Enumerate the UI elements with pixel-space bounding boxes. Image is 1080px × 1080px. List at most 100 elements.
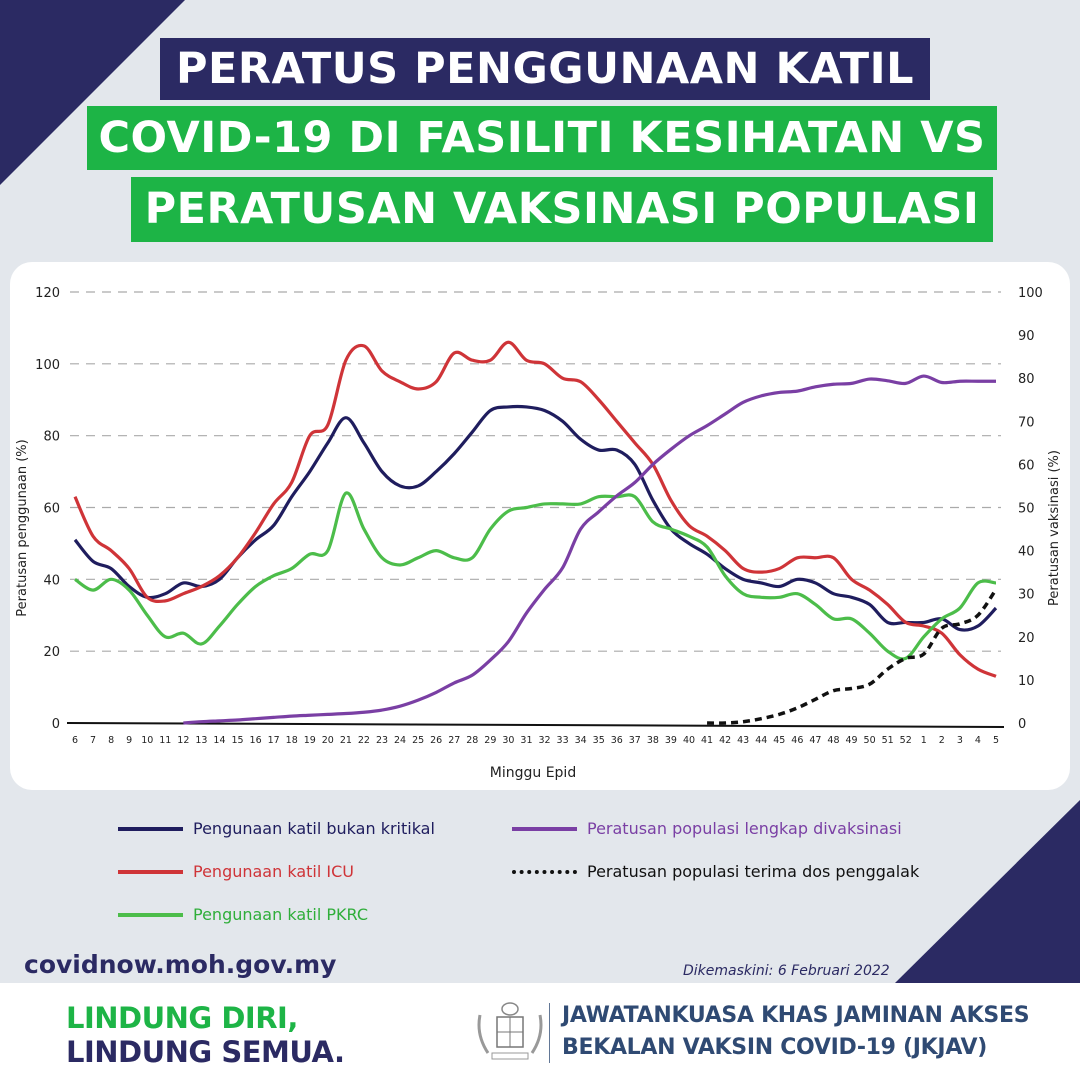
x-tick-label: 33 [557, 735, 569, 746]
updated-date: Dikemaskini: 6 Februari 2022 [683, 963, 890, 979]
x-tick-label: 47 [809, 735, 821, 746]
x-tick-label: 24 [394, 735, 406, 746]
y-left-tick-label: 80 [43, 430, 60, 445]
x-tick-label: 20 [322, 735, 334, 746]
x-tick-label: 32 [538, 735, 550, 746]
legend-swatch [512, 869, 577, 874]
x-axis-line [66, 722, 1005, 728]
x-tick-label: 45 [773, 735, 785, 746]
legend-label: Pengunaan katil ICU [193, 862, 354, 881]
x-tick-label: 35 [593, 735, 605, 746]
x-tick-label: 15 [231, 735, 243, 746]
y-right-tick-label: 20 [1018, 631, 1035, 646]
y-right-tick-label: 30 [1018, 588, 1035, 603]
x-tick-label: 7 [90, 735, 96, 746]
x-tick-label: 48 [827, 735, 839, 746]
y-right-tick-label: 0 [1018, 717, 1026, 732]
x-tick-label: 26 [430, 735, 442, 746]
x-tick-label: 43 [737, 735, 749, 746]
chart-panel: 0 20 40 60 80 100 120 0 10 20 30 40 50 60 70 80 90 100 6 7 8… [10, 262, 1070, 790]
x-tick-label: 9 [126, 735, 132, 746]
legend-label: Peratusan populasi lengkap divaksinasi [587, 819, 902, 838]
x-tick-label: 27 [448, 735, 460, 746]
x-tick-label: 21 [340, 735, 352, 746]
y-left-tick-label: 20 [43, 645, 60, 660]
series-line-pkrc [74, 491, 997, 661]
series-line-icu [73, 340, 997, 678]
x-tick-label: 13 [195, 735, 207, 746]
y-left-tick-label: 100 [35, 358, 60, 373]
x-tick-label: 52 [900, 735, 912, 746]
x-axis-title: Minggu Epid [490, 765, 576, 781]
y-right-tick-label: 50 [1018, 502, 1035, 517]
y-right-tick-label: 70 [1018, 415, 1035, 430]
y-left-tick-label: 0 [52, 717, 60, 732]
x-tick-label: 19 [304, 735, 316, 746]
x-tick-label: 28 [466, 735, 478, 746]
legend-item-pkrc: Pengunaan katil PKRC [118, 905, 368, 924]
x-tick-label: 12 [177, 735, 189, 746]
x-tick-label: 49 [845, 735, 857, 746]
legend-swatch [512, 826, 577, 831]
x-tick-label: 30 [502, 735, 514, 746]
org-name-line-1: JAWATANKUASA KHAS JAMINAN AKSES [562, 1003, 1030, 1028]
x-tick-label: 29 [484, 735, 496, 746]
x-tick-label: 22 [358, 735, 370, 746]
legend-swatch [118, 826, 183, 831]
x-tick-label: 50 [864, 735, 876, 746]
y-left-axis-title: Peratusan penggunaan (%) [15, 439, 30, 616]
x-tick-label: 17 [268, 735, 280, 746]
x-tick-label: 51 [882, 735, 894, 746]
title-line-1: PERATUS PENGGUNAAN KATIL [160, 38, 930, 100]
x-tick-label: 3 [957, 735, 963, 746]
x-tick-label: 6 [72, 735, 78, 746]
x-tick-label: 39 [665, 735, 677, 746]
x-tick-label: 14 [213, 735, 225, 746]
slogan-line-2: LINDUNG SEMUA. [66, 1035, 345, 1069]
x-tick-label: 18 [286, 735, 298, 746]
x-tick-label: 31 [520, 735, 532, 746]
x-tick-label: 34 [575, 735, 587, 746]
series-line-penggalak [707, 588, 998, 725]
title-line-2: COVID-19 DI FASILITI KESIHATAN VS [87, 106, 997, 170]
y-left-tick-label: 120 [35, 286, 60, 301]
source-link[interactable]: covidnow.moh.gov.my [24, 950, 337, 979]
legend-item-bukan-kritikal: Pengunaan katil bukan kritikal [118, 819, 435, 838]
corner-decoration-top-left [0, 0, 185, 185]
x-tick-label: 42 [719, 735, 731, 746]
slogan-line-1: LINDUNG DIRI, [66, 1001, 298, 1035]
x-tick-label: 37 [629, 735, 641, 746]
y-left-tick-label: 60 [43, 502, 60, 517]
x-tick-label: 10 [141, 735, 153, 746]
legend-label: Peratusan populasi terima dos penggalak [587, 862, 920, 881]
y-right-tick-label: 80 [1018, 372, 1035, 387]
x-tick-label: 36 [611, 735, 623, 746]
legend-swatch [118, 869, 183, 874]
x-tick-label: 1 [921, 735, 927, 746]
x-tick-label: 16 [250, 735, 262, 746]
y-left-tick-label: 40 [43, 573, 60, 588]
legend-item-penggalak: Peratusan populasi terima dos penggalak [512, 862, 919, 881]
org-name-line-2: BEKALAN VAKSIN COVID-19 (JKJAV) [562, 1035, 988, 1060]
legend-swatch [118, 912, 183, 917]
legend-label: Pengunaan katil bukan kritikal [193, 819, 435, 838]
x-tick-label: 23 [376, 735, 388, 746]
coat-of-arms-logo [477, 1002, 550, 1063]
y-right-tick-label: 100 [1018, 286, 1043, 301]
footer: LINDUNG DIRI, LINDUNG SEMUA. JAWATANKUAS… [0, 983, 1080, 1080]
x-tick-label: 25 [412, 735, 424, 746]
x-tick-label: 46 [791, 735, 803, 746]
y-right-tick-label: 40 [1018, 545, 1035, 560]
x-tick-label: 44 [755, 735, 767, 746]
x-tick-label: 5 [993, 735, 999, 746]
y-right-tick-label: 60 [1018, 458, 1035, 473]
x-tick-label: 11 [159, 735, 171, 746]
series-line-lengkap [183, 374, 996, 725]
y-right-tick-label: 10 [1018, 674, 1035, 689]
corner-decoration-bottom-right [895, 800, 1080, 983]
series-line-bukan-kritikal [73, 404, 998, 632]
y-right-axis-title: Peratusan vaksinasi (%) [1047, 450, 1062, 606]
x-tick-label: 2 [939, 735, 945, 746]
x-tick-label: 40 [683, 735, 695, 746]
